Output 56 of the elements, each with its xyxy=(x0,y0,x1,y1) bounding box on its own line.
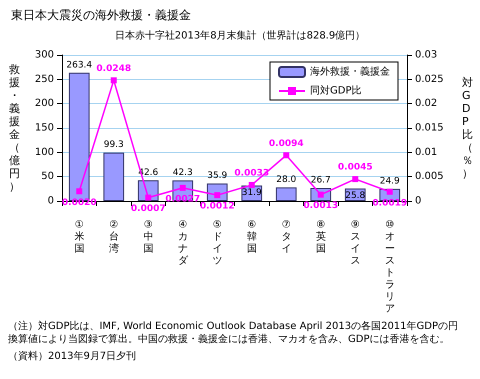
x-tick-label: ③中国 xyxy=(143,220,154,254)
chart-subtitle: 日本赤十字社2013年8月末集計（世界計は828.9億円） xyxy=(114,30,366,42)
x-tick-label: ⑧英国 xyxy=(316,220,326,254)
y2-tick-label: 0.025 xyxy=(415,74,444,85)
data-label: 0.0013 xyxy=(303,201,338,212)
data-label: 0.0027 xyxy=(165,194,200,204)
data-label: 0.0045 xyxy=(338,162,373,173)
data-label: 26.7 xyxy=(310,176,331,186)
text: （注）対GDP比は、IMF, World Economic Outlook Database April 2013の各国2011年GDPの円換算値により当図録で算出。中国の救援・義援金には香港、マカオを含み、GDPには香港を含む。 xyxy=(8,320,458,345)
y-tick-label: 250 xyxy=(34,74,54,85)
x-tick-label: ⑩オーストラリア xyxy=(384,220,395,314)
y-tick-label: 300 xyxy=(34,50,54,60)
text: （資料）2013年9月7日夕刊 xyxy=(8,350,136,362)
y-tick-label: 0 xyxy=(48,196,54,206)
bar xyxy=(103,152,124,201)
data-label: 42.3 xyxy=(172,168,193,178)
x-tick-label: ⑨スイス xyxy=(350,220,360,266)
x-tick-label: ②台湾 xyxy=(108,220,119,254)
data-label: 99.3 xyxy=(104,140,124,150)
data-label: 0.0007 xyxy=(130,204,166,214)
text: 救援・義援金（億円） xyxy=(9,63,20,193)
y-tick-label: 200 xyxy=(34,98,54,110)
x-tick-label: ⑤ドイツ xyxy=(212,220,222,266)
y2-tick-label: 0.005 xyxy=(415,171,444,182)
data-label: 31.9 xyxy=(242,188,262,198)
data-label: 0.0012 xyxy=(200,202,235,212)
x-tick-label: ⑦タイ xyxy=(281,220,292,254)
data-label: 263.4 xyxy=(66,60,92,70)
point xyxy=(110,77,117,84)
data-label: 25.8 xyxy=(345,190,366,201)
x-tick-label: ④カナダ xyxy=(178,220,189,266)
y2-tick-label: 0.01 xyxy=(415,146,438,158)
point xyxy=(352,176,358,182)
x-tick-label: ⑥韓国 xyxy=(246,220,257,254)
y2-tick-label: 0.03 xyxy=(415,50,438,60)
data-label: 35.9 xyxy=(207,171,228,182)
y2-axis-title: 対GDP比（％） xyxy=(462,76,473,180)
y2-tick-label: 0 xyxy=(415,196,422,206)
y-tick-label: 50 xyxy=(41,171,54,182)
point xyxy=(283,152,290,158)
point xyxy=(145,194,152,201)
y2-tick-label: 0.015 xyxy=(415,122,444,134)
data-label: 0.0094 xyxy=(268,138,304,149)
data-label: 24.9 xyxy=(380,176,400,186)
point xyxy=(248,182,255,188)
legend-label: 海外救援・義援金 xyxy=(310,66,390,78)
data-label: 28.0 xyxy=(276,174,297,185)
data-label: 0.0248 xyxy=(96,64,132,74)
y-tick-label: 100 xyxy=(34,146,54,158)
x-tick-label: ①米国 xyxy=(74,220,84,254)
y2-tick-label: 0.02 xyxy=(415,98,438,110)
bar xyxy=(276,187,297,201)
legend-label: 同対GDP比 xyxy=(310,84,362,96)
chart-title: 東日本大震災の海外救援・義援金 xyxy=(11,8,191,22)
y-tick-label: 150 xyxy=(34,122,54,134)
point xyxy=(76,188,82,194)
